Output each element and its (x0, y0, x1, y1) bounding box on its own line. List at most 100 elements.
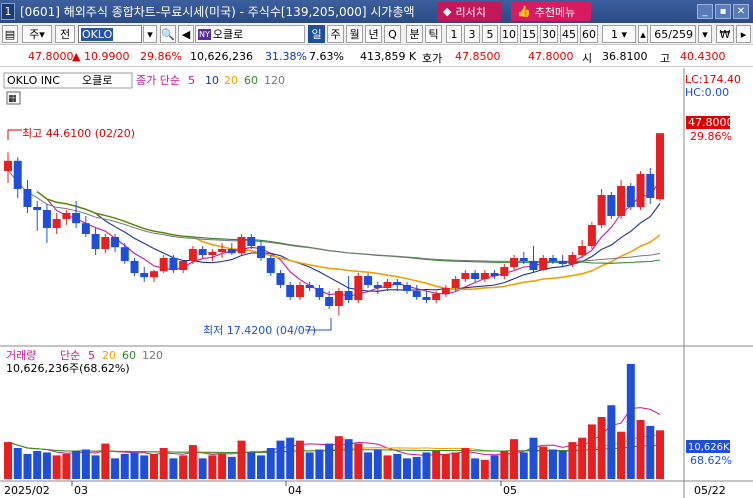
interval-45[interactable]: 45 (560, 25, 578, 43)
candle-body (607, 195, 616, 216)
volume-bar (519, 452, 528, 479)
volume-bar (529, 437, 538, 479)
volume-bar (257, 455, 266, 479)
candle-body (364, 276, 373, 285)
price-change: ▲ 10.9900 (72, 50, 130, 63)
volume-bar (159, 448, 168, 479)
tab-year[interactable]: 년 (365, 25, 382, 43)
legend-ma-120: 120 (264, 74, 285, 87)
interval-1[interactable]: 1 (446, 25, 462, 43)
volume-bar (422, 452, 431, 479)
candle-body (91, 234, 100, 249)
tab-minute[interactable]: 분 (406, 25, 423, 43)
volume-bar (42, 452, 51, 479)
candle-body (227, 249, 236, 254)
counter-dropdown-icon[interactable]: ▾ (698, 25, 712, 43)
volume-bar (587, 424, 596, 479)
vol-legend-name: 거래량 (6, 349, 36, 362)
volume-bar (81, 449, 90, 479)
interval-15[interactable]: 15 (520, 25, 538, 43)
candle-body (169, 258, 178, 270)
x-label-0: 2025/02 (4, 484, 50, 497)
candle-body (334, 291, 343, 306)
candle-body (480, 273, 489, 279)
volume-bar (558, 450, 567, 479)
close-icon[interactable]: ✕ (733, 4, 749, 19)
candle-body (101, 237, 110, 249)
volume-bar (656, 430, 664, 479)
vol-current-text: 10,626,236주(68.62%) (6, 362, 130, 375)
candle-body (412, 291, 421, 297)
interval-10[interactable]: 10 (500, 25, 518, 43)
candle-body (276, 273, 285, 285)
candle-body (198, 249, 207, 255)
legend-ma-label: 종가 단순 (136, 74, 180, 87)
volume-bar (198, 458, 207, 479)
tab-quarter[interactable]: Q (384, 25, 401, 43)
volume-bar (441, 453, 450, 479)
volume-ratio: 31.38% (265, 50, 307, 63)
interval-custom[interactable]: 1 ▾ (602, 25, 636, 43)
tab-tick[interactable]: 틱 (425, 25, 442, 43)
symbol-dropdown-icon[interactable]: ▾ (143, 25, 157, 43)
expand-icon[interactable]: ▸ (736, 25, 751, 43)
x-label-1: 03 (74, 484, 88, 497)
candle-body (510, 258, 519, 267)
volume-bar (568, 442, 577, 479)
type-select[interactable]: 주 ▾ (22, 25, 52, 43)
candle-body (383, 282, 392, 288)
candle-body (188, 249, 197, 261)
volume-bar (451, 452, 460, 479)
research-button[interactable]: ◆ 리서치 (437, 2, 501, 21)
legend-stock-name-kr: 오클로 (82, 74, 112, 87)
stock-chart[interactable]: OKLO INC 오클로 종가 단순 5 10 20 60 120 ▦ LC:1… (0, 68, 753, 498)
volume-bar (247, 452, 256, 479)
volume-bar (432, 450, 441, 479)
pin-icon[interactable]: ▪ (715, 4, 731, 19)
candle-body (266, 258, 275, 273)
high-annotation-arrow (7, 129, 22, 140)
counter-stepper[interactable]: ▴ (638, 25, 648, 43)
candle-body (373, 285, 382, 288)
interval-5[interactable]: 5 (482, 25, 498, 43)
candle-body (393, 282, 402, 285)
minimize-icon[interactable]: _ (697, 4, 713, 19)
search-icon[interactable]: 🔍 (160, 25, 176, 43)
volume-bar (286, 437, 295, 479)
volume-bar (626, 363, 635, 479)
candle-body (490, 273, 499, 276)
counter-field[interactable]: 65/259 (650, 25, 696, 43)
interval-3[interactable]: 3 (464, 25, 480, 43)
candle-body (587, 225, 596, 246)
candle-body (656, 133, 664, 200)
price-change-pct: 29.86% (140, 50, 182, 63)
volume-bar (130, 452, 139, 479)
tab-month[interactable]: 월 (346, 25, 363, 43)
recommend-menu-button[interactable]: 👍 추천메뉴 (511, 2, 591, 21)
volume-bar (539, 446, 548, 479)
tab-week[interactable]: 주 (327, 25, 344, 43)
volume-bar (91, 455, 100, 479)
settings-icon[interactable]: ▤ (2, 25, 18, 43)
interval-60[interactable]: 60 (580, 25, 598, 43)
candle-body (636, 174, 645, 207)
grid-toggle-icon[interactable] (6, 91, 21, 105)
research-icon: ◆ (443, 5, 452, 18)
name-field[interactable]: NY 오클로 (195, 25, 305, 43)
interval-30[interactable]: 30 (540, 25, 558, 43)
current-price: 47.8000 (28, 50, 74, 63)
candle-body (23, 189, 32, 207)
candle-body (208, 252, 217, 255)
volume-bar (325, 443, 334, 479)
high-annotation: 최고 44.6100 (02/20) (22, 127, 135, 140)
speaker-icon[interactable]: ◀ (178, 25, 194, 43)
candle-body (179, 261, 188, 270)
currency-button[interactable]: ₩ (716, 25, 734, 43)
tab-day[interactable]: 일 (308, 25, 325, 43)
volume-bar (266, 448, 275, 479)
symbol-input[interactable]: OKLO (78, 25, 142, 43)
prev-button[interactable]: 전 (55, 25, 75, 43)
candle-body (52, 219, 61, 228)
volume-bar (510, 439, 519, 479)
volume-bar (62, 453, 71, 479)
